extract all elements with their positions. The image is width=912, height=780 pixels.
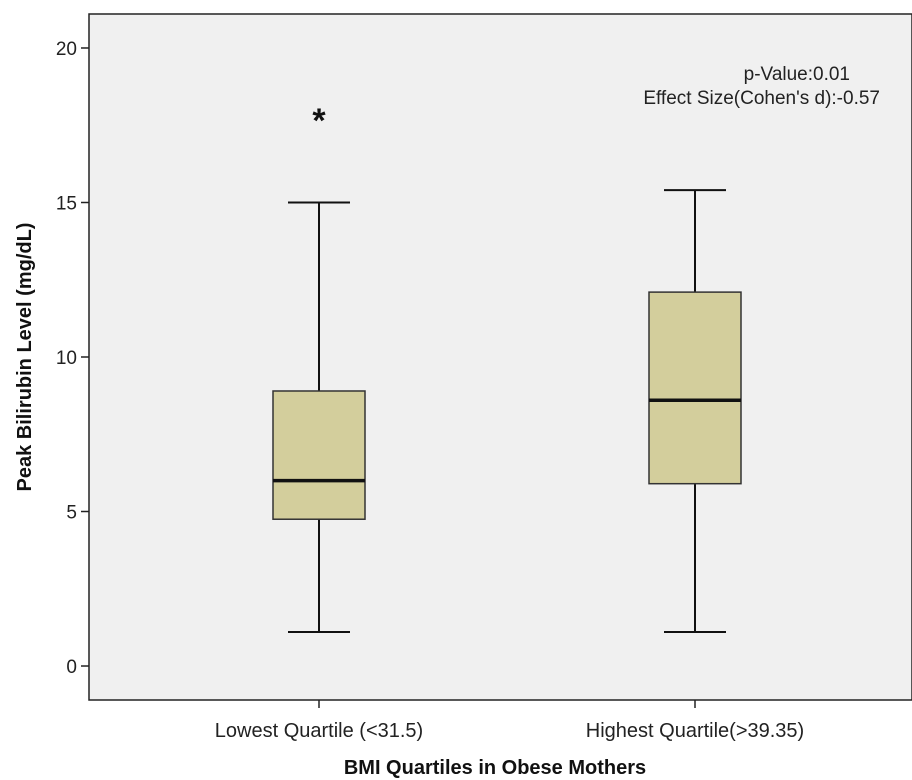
- y-tick-label: 0: [66, 657, 77, 678]
- box-group: *: [272, 102, 366, 634]
- interquartile-box: [272, 390, 366, 520]
- y-tick-label: 5: [66, 503, 77, 524]
- y-tick-label: 20: [56, 39, 77, 60]
- interquartile-box: [648, 291, 742, 485]
- outlier-marker: *: [312, 102, 326, 140]
- plot-area: [88, 13, 912, 701]
- box-group: [648, 189, 742, 634]
- x-tick-label: Lowest Quartile (<31.5): [215, 720, 423, 742]
- y-tick-label: 10: [56, 348, 77, 369]
- x-axis-title: BMI Quartiles in Obese Mothers: [344, 757, 646, 779]
- y-axis-title: Peak Bilirubin Level (mg/dL): [14, 223, 36, 492]
- x-tick-label: Highest Quartile(>39.35): [586, 720, 804, 742]
- annotation-effect-size: Effect Size(Cohen's d):-0.57: [643, 88, 880, 109]
- annotation-p-value: p-Value:0.01: [744, 64, 850, 85]
- y-tick-label: 15: [56, 193, 77, 214]
